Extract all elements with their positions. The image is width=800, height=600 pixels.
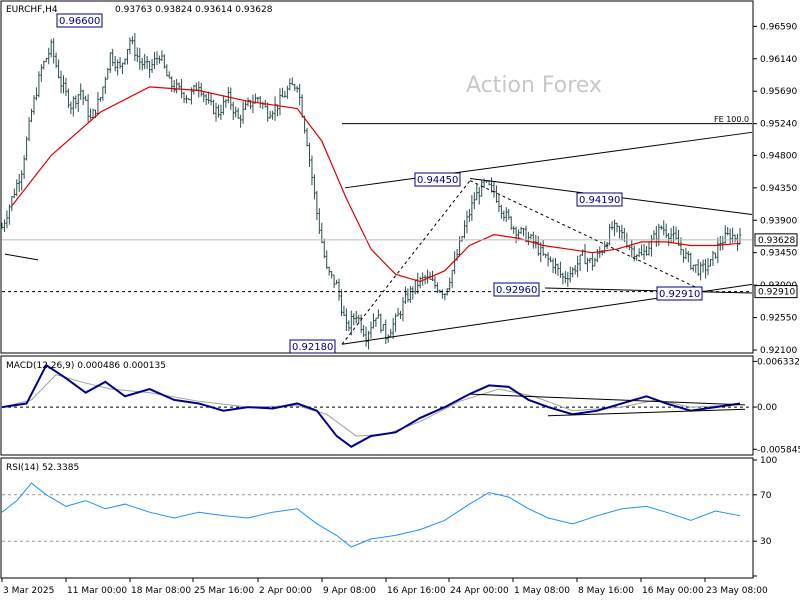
macd-line: [1, 363, 741, 448]
annotation-label: 0.94450: [417, 175, 458, 186]
macd-y-tick-label: 0.00: [757, 403, 777, 413]
annotation-label: 0.96600: [59, 16, 100, 27]
price-y-tick-label: 0.92100: [760, 346, 797, 356]
macd-signal-line: [1, 374, 741, 437]
x-tick-label: 16 Apr 16:00: [387, 586, 446, 596]
annotation-label: 0.92180: [292, 342, 333, 353]
macd-y-axis: 0.006332 0.00 -0.005845: [753, 357, 800, 455]
annotation-box: [289, 339, 336, 354]
x-tick-label: 8 May 16:00: [578, 586, 634, 596]
price-bars: [0, 32, 742, 350]
rsi-y-tick-label: 30: [760, 537, 772, 547]
annotation-label: 0.92960: [496, 285, 537, 296]
annotation-label: 0.94190: [579, 195, 620, 206]
rsi-y-axis: 100 70 30: [753, 456, 777, 577]
annotation-box: [56, 13, 103, 28]
rsi-y-tick-label: 100: [760, 456, 777, 466]
annotation-box: [576, 192, 623, 207]
price-lines: [2, 86, 753, 345]
x-tick-label: 11 Mar 00:00: [67, 586, 127, 596]
rsi-y-tick-label: 70: [760, 491, 772, 501]
x-tick-label: 16 May 00:00: [642, 586, 704, 596]
left-short-line: [4, 253, 39, 261]
macd-y-tick-label: -0.005845: [757, 445, 800, 455]
moving-average-line: [11, 86, 741, 283]
price-annotations: 0.96600 0.92180 0.94450 0.94190 0.92960 0.929…: [56, 13, 703, 354]
dashed-projection-up: [341, 180, 471, 345]
watermark: Action Forex: [466, 73, 602, 98]
price-y-tick-label: 0.93900: [760, 216, 797, 226]
x-tick-label: 25 Mar 16:00: [194, 586, 254, 596]
support-price-tag-box: [754, 285, 798, 299]
price-y-tick-label: 0.95690: [760, 87, 797, 97]
x-tick-label: 23 May 08:00: [706, 586, 768, 596]
fe-label: FE 100.0: [714, 115, 749, 124]
annotation-box: [493, 282, 540, 297]
rsi-panel-frame: [0, 457, 754, 579]
price-y-tick-label: 0.92550: [760, 314, 797, 324]
x-tick-label: 2 Apr 00:00: [259, 586, 312, 596]
current-price-tag: 0.93628: [758, 236, 795, 246]
rsi-title: RSI(14) 52.3385: [6, 463, 79, 473]
rsi-line: [1, 482, 741, 548]
macd-panel-frame: [0, 355, 754, 456]
annotation-label: 0.92910: [659, 289, 700, 300]
price-y-tick-label: 0.94800: [760, 151, 797, 161]
price-y-tick-label: 0.94350: [760, 184, 797, 194]
macd-lines: [1, 363, 752, 448]
macd-lower-trend: [547, 408, 746, 417]
x-tick-label: 18 Mar 08:00: [131, 586, 191, 596]
price-y-tick-label: 0.96590: [760, 22, 797, 32]
annotation-box: [414, 172, 461, 187]
price-y-tick-label: 0.93450: [760, 249, 797, 259]
x-tick-label: 1 May 08:00: [514, 586, 570, 596]
dashed-projection-down: [469, 180, 706, 293]
price-y-tick-label: 0.95240: [760, 120, 797, 130]
x-tick-label: 9 Apr 08:00: [323, 586, 376, 596]
rsi-lines: [1, 482, 752, 548]
current-price-tag-box: [754, 233, 798, 247]
support-price-tag: 0.92910: [758, 288, 795, 298]
triangle-lower-line: [544, 287, 753, 294]
macd-y-tick-label: 0.006332: [757, 357, 800, 367]
ohlc-values: 0.93763 0.93824 0.93614 0.93628: [115, 5, 273, 15]
x-axis: 3 Mar 2025 11 Mar 00:00 18 Mar 08:00 25 Mar…: [1, 578, 768, 596]
price-panel-frame: [0, 0, 754, 354]
upper-channel-line: [344, 131, 753, 189]
x-tick-label: 3 Mar 2025: [3, 586, 54, 596]
annotation-box: [656, 286, 703, 301]
macd-title: MACD(12,26,9) 0.000486 0.000135: [6, 361, 166, 371]
macd-upper-trend: [469, 393, 746, 406]
price-y-axis: 0.96590 0.96140 0.95690 0.95240 0.94800 0.943…: [753, 22, 798, 356]
symbol-title: EURCHF,H4: [6, 5, 58, 15]
price-y-tick-label: 0.96140: [760, 55, 797, 65]
x-tick-label: 24 Apr 00:00: [450, 586, 509, 596]
